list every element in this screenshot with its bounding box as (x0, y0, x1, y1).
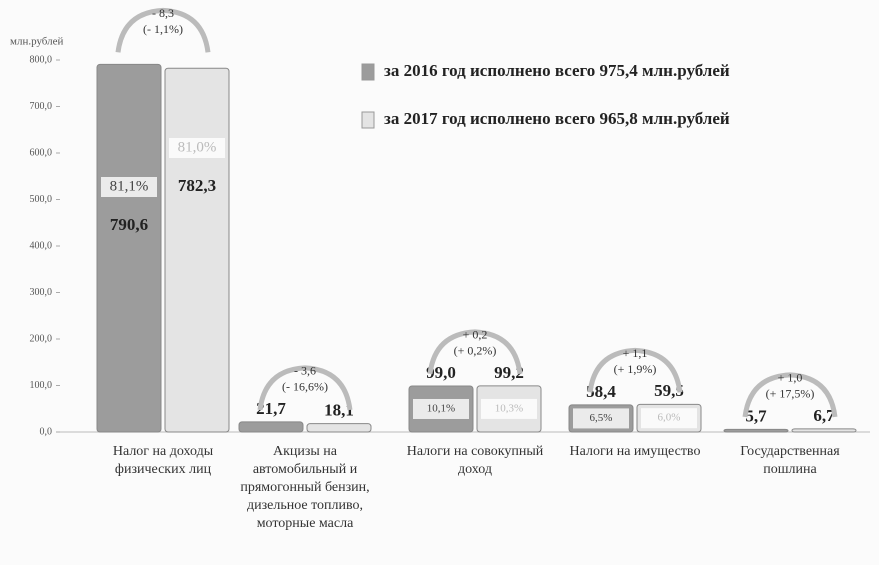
change-arrow (115, 7, 211, 53)
share-box (641, 408, 697, 429)
y-tick-label: 700,0 (30, 101, 53, 112)
y-tick-label: 600,0 (30, 147, 53, 158)
change-pct: (- 16,6%) (282, 380, 328, 394)
x-tick-label: Акцизы на автомобильный и прямогонный бе… (240, 444, 370, 531)
share-box (481, 398, 537, 419)
change-abs: + 1,1 (623, 346, 648, 360)
share-box (169, 138, 225, 158)
share-label: 10,3% (495, 402, 523, 414)
change-abs: - 3,6 (294, 364, 316, 378)
share-label: 10,1% (427, 403, 455, 415)
value-label: 58,4 (586, 382, 616, 401)
change-pct: (+ 1,9%) (614, 362, 657, 376)
value-label: 790,6 (110, 215, 148, 234)
legend-label: за 2016 год исполнено всего 975,4 млн.ру… (384, 61, 730, 80)
share-box (573, 408, 629, 429)
y-tick-label: 400,0 (30, 240, 53, 251)
x-tick-label: Налоги на совокупный доход (406, 444, 544, 477)
share-box (101, 177, 157, 197)
change-abs: - 8,3 (152, 6, 174, 20)
bar (306, 423, 372, 433)
bar (164, 67, 230, 433)
change-pct: (+ 0,2%) (454, 344, 497, 358)
legend-label: за 2017 год исполнено всего 965,8 млн.ру… (384, 109, 730, 128)
x-tick-label: Налог на доходы физических лиц (112, 444, 214, 477)
share-box (413, 398, 469, 419)
value-label: 18,1 (324, 400, 354, 419)
change-arrow (257, 365, 353, 411)
y-tick-label: 0,0 (40, 426, 53, 437)
y-tick-label: 800,0 (30, 54, 53, 65)
legend-swatch (361, 111, 375, 129)
share-label: 81,1% (110, 178, 149, 194)
change-pct: (+ 17,5%) (766, 387, 815, 401)
change-arrow (587, 347, 683, 393)
value-label: 782,3 (178, 176, 216, 195)
share-label: 6,5% (590, 412, 613, 424)
bar (238, 421, 304, 433)
bar (791, 428, 857, 433)
change-arrow (427, 329, 523, 375)
bar (723, 428, 789, 433)
legend-swatch (361, 63, 375, 81)
value-label: 6,7 (813, 406, 835, 425)
y-tick-label: 500,0 (30, 194, 53, 205)
y-tick-label: 300,0 (30, 287, 53, 298)
change-abs: + 0,2 (463, 328, 488, 342)
x-tick-label: Налоги на имущество (569, 444, 701, 459)
value-label: 5,7 (745, 406, 767, 425)
value-label: 21,7 (256, 399, 286, 418)
bar (96, 63, 162, 433)
y-tick-label: 200,0 (30, 333, 53, 344)
change-abs: + 1,0 (778, 371, 803, 385)
y-tick-label: 100,0 (30, 380, 53, 391)
share-label: 6,0% (658, 412, 681, 424)
share-label: 81,0% (178, 139, 217, 155)
change-pct: (- 1,1%) (143, 22, 183, 36)
y-axis-label: млн.рублей (10, 36, 63, 48)
change-arrow (742, 372, 838, 418)
x-tick-label: Государственная пошлина (740, 444, 840, 477)
